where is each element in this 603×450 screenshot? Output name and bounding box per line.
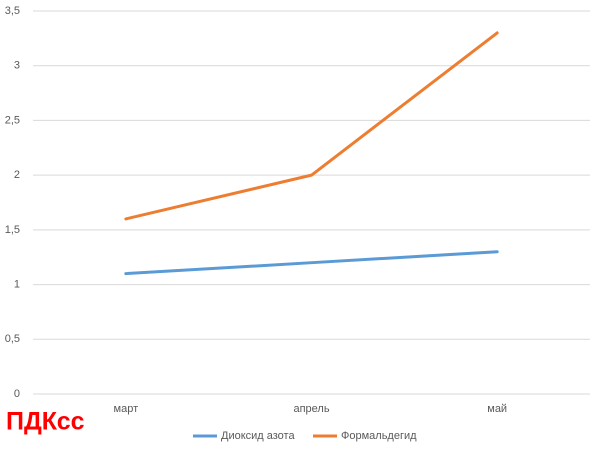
y-tick-label: 1 <box>14 278 20 290</box>
y-tick-label: 0 <box>14 388 20 400</box>
legend-label: Диоксид азота <box>221 430 295 442</box>
x-tick-label: май <box>487 403 507 415</box>
x-tick-label: март <box>114 403 139 415</box>
data-line <box>124 250 499 276</box>
annotation: ПДКсс <box>6 408 85 436</box>
y-tick-label: 2,5 <box>5 114 20 126</box>
y-tick-label: 0,5 <box>5 333 20 345</box>
data-line <box>124 31 499 221</box>
y-tick-label: 1,5 <box>5 224 20 236</box>
legend-label: Формальдегид <box>341 430 417 442</box>
y-tick-label: 2 <box>14 169 20 181</box>
y-tick-label: 3,5 <box>5 5 20 17</box>
x-tick-label: апрель <box>293 403 329 415</box>
y-tick-label: 3 <box>14 60 20 72</box>
